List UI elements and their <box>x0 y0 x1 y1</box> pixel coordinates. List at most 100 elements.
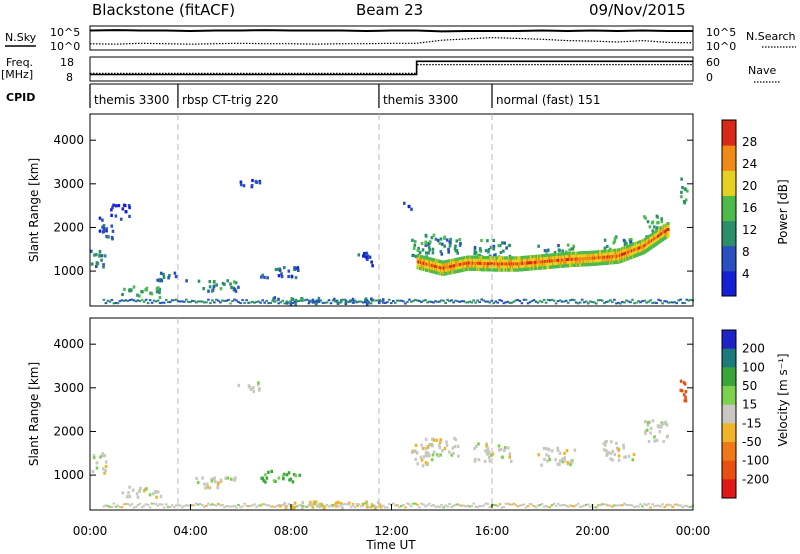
range-cell <box>299 504 303 507</box>
range-cell <box>199 300 202 303</box>
range-cell <box>250 184 254 188</box>
range-cell <box>347 501 351 505</box>
range-cell <box>418 250 422 254</box>
range-cell <box>257 504 260 507</box>
power-colorbar-tick: 4 <box>742 267 750 281</box>
range-cell <box>566 461 569 465</box>
range-cell <box>249 301 252 304</box>
range-cell <box>363 301 367 304</box>
range-cell <box>508 455 511 459</box>
range-cell <box>613 236 617 241</box>
range-cell <box>119 217 123 221</box>
range-cell <box>498 503 502 506</box>
range-cell <box>545 249 549 253</box>
range-cell <box>528 503 532 505</box>
range-cell <box>287 274 290 279</box>
range-cell <box>424 461 428 465</box>
range-cell <box>440 299 443 302</box>
range-cell <box>290 505 294 509</box>
range-cell <box>506 300 510 303</box>
range-cell <box>325 301 329 304</box>
range-cell <box>645 301 648 304</box>
range-cell <box>104 464 108 469</box>
range-cell <box>502 249 505 253</box>
range-cell <box>122 503 126 506</box>
range-cell <box>148 299 152 302</box>
range-cell <box>660 423 664 427</box>
range-cell <box>426 301 429 304</box>
range-cell <box>245 504 248 507</box>
range-cell <box>673 301 676 304</box>
range-cell <box>485 444 488 448</box>
range-cell <box>675 302 678 305</box>
range-cell <box>504 502 508 505</box>
range-cell <box>615 446 619 450</box>
range-cell <box>375 506 379 508</box>
velocity-colorbar-swatch <box>722 479 736 499</box>
range-cell <box>522 298 526 301</box>
range-cell <box>680 190 683 194</box>
range-cell <box>283 302 287 305</box>
range-cell <box>415 451 419 455</box>
range-cell <box>339 504 343 507</box>
range-cell <box>347 503 351 506</box>
range-cell <box>317 505 321 508</box>
range-cell <box>624 455 627 459</box>
range-cell <box>404 302 407 305</box>
range-cell <box>558 451 562 455</box>
range-cell <box>132 299 136 302</box>
range-cell <box>159 271 163 275</box>
range-cell <box>315 302 319 305</box>
range-cell <box>150 502 154 505</box>
range-cell <box>125 495 129 499</box>
range-cell <box>408 298 411 301</box>
range-cell <box>653 301 656 304</box>
range-cell <box>648 225 652 229</box>
range-cell <box>516 505 520 508</box>
range-cell <box>653 439 656 443</box>
range-cell <box>605 301 608 303</box>
range-cell <box>111 229 115 233</box>
range-cell <box>239 302 242 305</box>
range-cell <box>480 298 483 301</box>
range-cell <box>411 238 414 242</box>
range-cell <box>546 459 549 463</box>
range-cell <box>327 505 331 508</box>
range-cell <box>315 299 319 303</box>
range-cell <box>480 505 483 508</box>
range-cell <box>456 503 459 506</box>
range-cell <box>112 203 115 207</box>
range-cell <box>112 502 116 505</box>
range-cell <box>154 300 158 303</box>
range-cell <box>223 506 226 509</box>
range-cell <box>333 503 337 506</box>
range-cell <box>128 504 132 507</box>
range-cell <box>418 299 421 302</box>
range-cell <box>439 237 443 241</box>
range-cell <box>439 453 442 457</box>
range-cell <box>576 502 580 505</box>
range-cell <box>241 299 244 302</box>
velocity-ylabel: Slant Range [km] <box>27 362 41 466</box>
y-tick-label: 2000 <box>53 220 84 234</box>
range-cell <box>421 464 425 468</box>
range-cell <box>505 246 508 250</box>
range-cell <box>426 461 429 466</box>
velocity-colorbar-tick: -50 <box>742 435 762 449</box>
range-cell <box>386 301 389 304</box>
range-cell <box>562 504 566 506</box>
range-cell <box>121 292 124 297</box>
range-cell <box>548 458 551 462</box>
range-cell <box>159 278 162 282</box>
range-cell <box>277 297 280 301</box>
range-cell <box>660 421 664 425</box>
range-cell <box>139 486 142 490</box>
range-cell <box>680 177 683 181</box>
range-cell <box>367 255 371 259</box>
velocity-panel: 1000 2000 3000 4000 00:00 04:00 08:00 12:00 16:… <box>27 317 790 552</box>
range-cell <box>605 503 608 506</box>
velocity-colorbar-swatch <box>722 404 736 424</box>
range-cell <box>234 476 237 480</box>
range-cell <box>508 243 512 247</box>
range-cell <box>663 506 666 509</box>
